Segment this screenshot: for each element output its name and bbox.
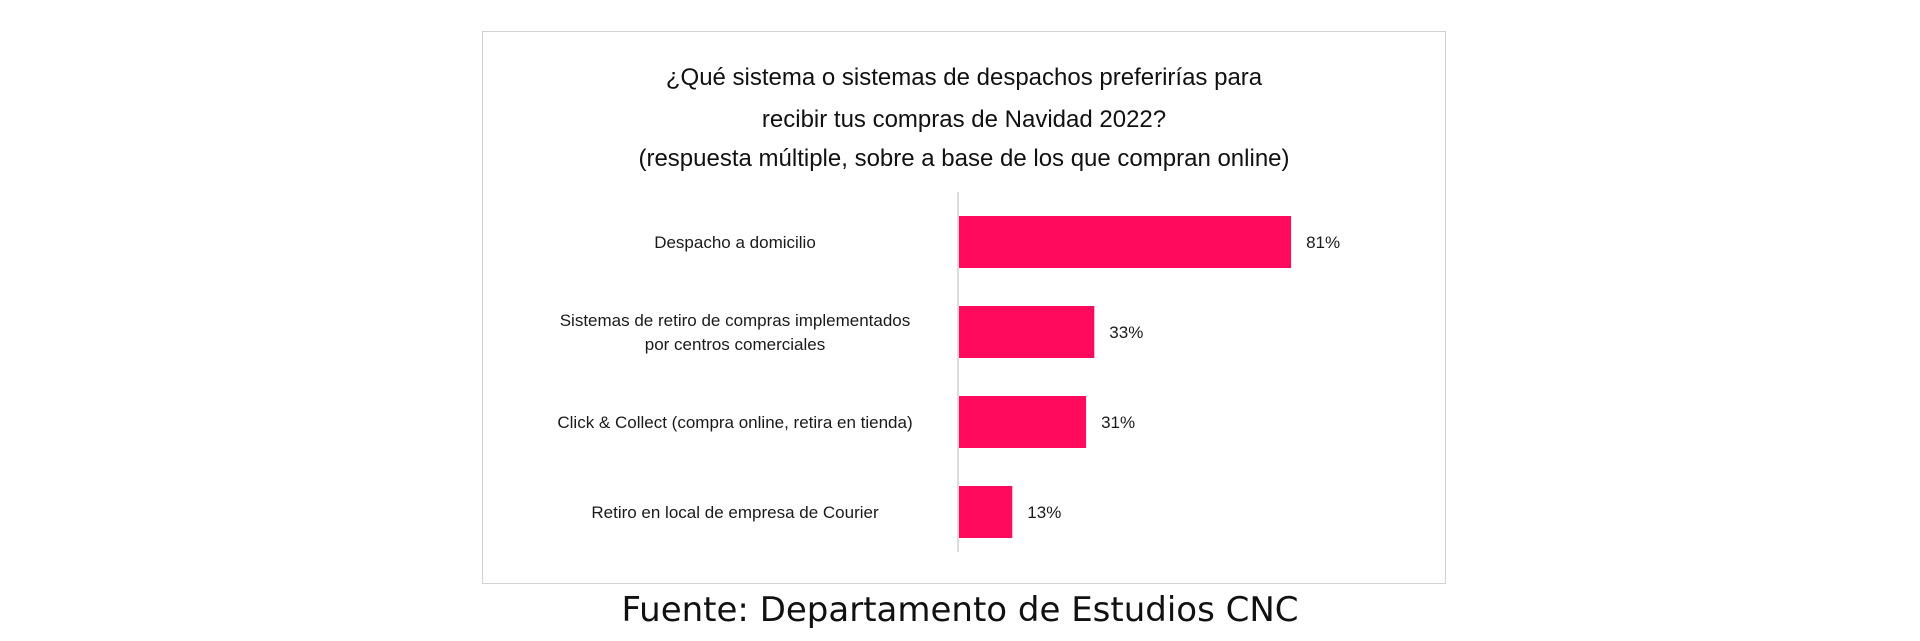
bar-4 [959, 486, 1013, 538]
category-label-1: Despacho a domicilio [654, 233, 816, 252]
bar-2 [959, 306, 1095, 358]
category-label-2-line-1: Sistemas de retiro de compras implementa… [560, 311, 911, 330]
bar-3 [959, 396, 1087, 448]
source-caption: Fuente: Departamento de Estudios CNC [621, 590, 1299, 630]
value-label-3: 31% [1101, 413, 1135, 432]
bar-chart: 81% Despacho a domicilio 33% Sistemas de re… [557, 192, 1340, 552]
chart-title-line-1: ¿Qué sistema o sistemas de despachos pre… [665, 64, 1263, 91]
category-label-3: Click & Collect (compra online, retira e… [557, 413, 912, 432]
category-label-2-line-2: por centros comerciales [645, 335, 825, 354]
chart-title-line-2: recibir tus compras de Navidad 2022? [761, 106, 1167, 133]
chart-subtitle: (respuesta múltiple, sobre a base de los… [638, 145, 1290, 172]
value-label-4: 13% [1027, 503, 1061, 522]
value-label-2: 33% [1109, 323, 1143, 342]
category-label-4: Retiro en local de empresa de Courier [591, 503, 879, 522]
chart-frame: ¿Qué sistema o sistemas de despachos pre… [482, 31, 1446, 584]
value-label-1: 81% [1306, 233, 1340, 252]
bar-1 [959, 216, 1292, 268]
